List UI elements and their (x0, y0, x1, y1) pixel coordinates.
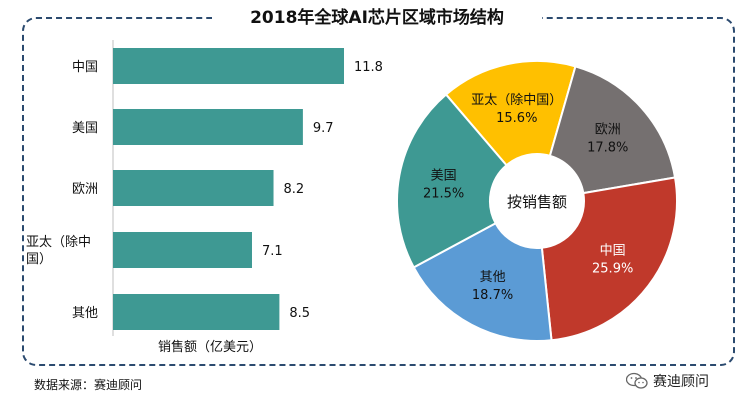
donut-slice-label-0: 亚太（除中国） (471, 93, 562, 108)
donut-slice-2 (540, 176, 678, 342)
chart-title: 2018年全球AI芯片区域市场结构 (212, 5, 542, 31)
bar-1 (113, 109, 303, 145)
donut-slice-4 (396, 93, 508, 269)
donut-slice-label-1: 欧洲 (595, 123, 621, 138)
bar-value-label-0: 11.8 (354, 60, 383, 75)
brand-badge: 赛迪顾问 (626, 369, 709, 393)
donut-slice-value-0: 15.6% (496, 111, 537, 126)
bar-category-label-2: 欧洲 (72, 182, 98, 197)
donut-slice-label-4: 美国 (431, 169, 457, 184)
donut-slice-value-3: 18.7% (472, 288, 513, 303)
brand-name: 赛迪顾问 (653, 374, 709, 390)
bar-value-label-2: 8.2 (284, 182, 305, 197)
bar-4 (113, 294, 280, 330)
bar-2 (113, 170, 274, 206)
bar-value-label-1: 9.7 (313, 121, 334, 136)
bar-value-label-4: 8.5 (289, 306, 310, 321)
donut-slice-value-2: 25.9% (592, 261, 633, 276)
data-source: 数据来源：赛迪顾问 (34, 378, 143, 392)
bar-category-label-0: 中国 (72, 60, 98, 75)
bar-value-label-3: 7.1 (262, 244, 283, 259)
bar-category-label-4: 其他 (72, 306, 98, 321)
donut-slice-label-3: 其他 (480, 270, 506, 285)
donut-center-label: 按销售额 (507, 193, 567, 211)
bar-3 (113, 232, 252, 268)
donut-slice-3 (412, 221, 553, 342)
donut-slice-label-2: 中国 (600, 243, 626, 258)
donut-slice-value-4: 21.5% (423, 187, 464, 202)
donut-slice-1 (548, 65, 677, 195)
bar-category-label-1: 美国 (72, 121, 98, 136)
x-axis-label: 销售额（亿美元） (158, 339, 262, 355)
donut-slice-value-1: 17.8% (587, 141, 628, 156)
bar-0 (113, 48, 344, 84)
bar-category-label-3: 亚太（除中国） (26, 235, 91, 267)
donut-slice-0 (444, 60, 577, 167)
donut-chart: 亚太（除中国） 15.6% 欧洲 17.8% 中国 25.9% 其他 18.7% 美国 21.5%… (396, 60, 678, 342)
wechat-icon (626, 372, 648, 389)
